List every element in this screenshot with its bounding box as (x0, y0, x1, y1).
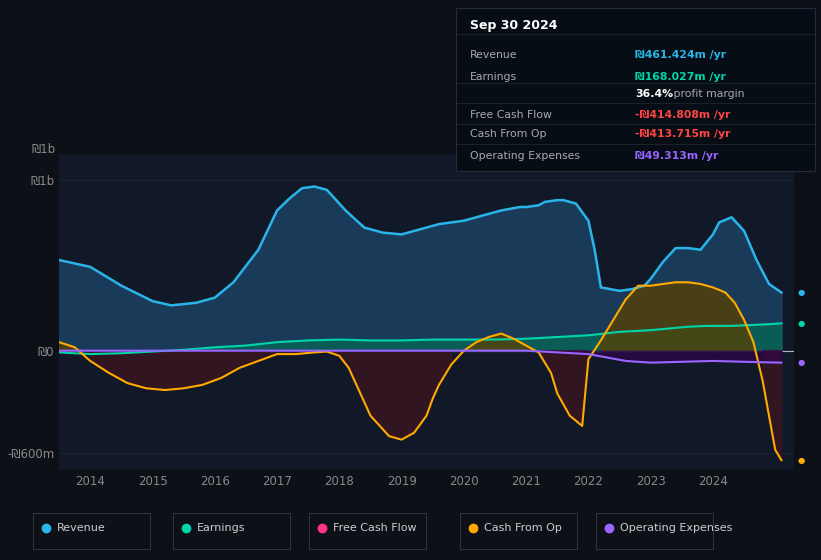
Text: Sep 30 2024: Sep 30 2024 (470, 19, 557, 32)
Text: Free Cash Flow: Free Cash Flow (333, 523, 416, 533)
Text: ₪168.027m /yr: ₪168.027m /yr (635, 72, 727, 82)
Text: ₪461.424m /yr: ₪461.424m /yr (635, 50, 727, 60)
Text: ₪49.313m /yr: ₪49.313m /yr (635, 151, 719, 161)
Text: Cash From Op: Cash From Op (484, 523, 562, 533)
Text: -₪414.808m /yr: -₪414.808m /yr (635, 110, 731, 120)
Text: Cash From Op: Cash From Op (470, 129, 547, 139)
Text: 36.4%: 36.4% (635, 88, 673, 99)
Text: Revenue: Revenue (470, 50, 517, 60)
Text: ●: ● (798, 358, 805, 367)
Text: ●: ● (798, 319, 805, 328)
Text: Operating Expenses: Operating Expenses (620, 523, 732, 533)
Text: -₪413.715m /yr: -₪413.715m /yr (635, 129, 731, 139)
Text: ₪1b: ₪1b (31, 143, 55, 156)
Text: Operating Expenses: Operating Expenses (470, 151, 580, 161)
Text: Earnings: Earnings (197, 523, 245, 533)
Text: profit margin: profit margin (670, 88, 744, 99)
Text: Revenue: Revenue (57, 523, 106, 533)
Text: ●: ● (798, 288, 805, 297)
Text: Free Cash Flow: Free Cash Flow (470, 110, 552, 120)
Text: Earnings: Earnings (470, 72, 517, 82)
Text: ●: ● (798, 456, 805, 465)
